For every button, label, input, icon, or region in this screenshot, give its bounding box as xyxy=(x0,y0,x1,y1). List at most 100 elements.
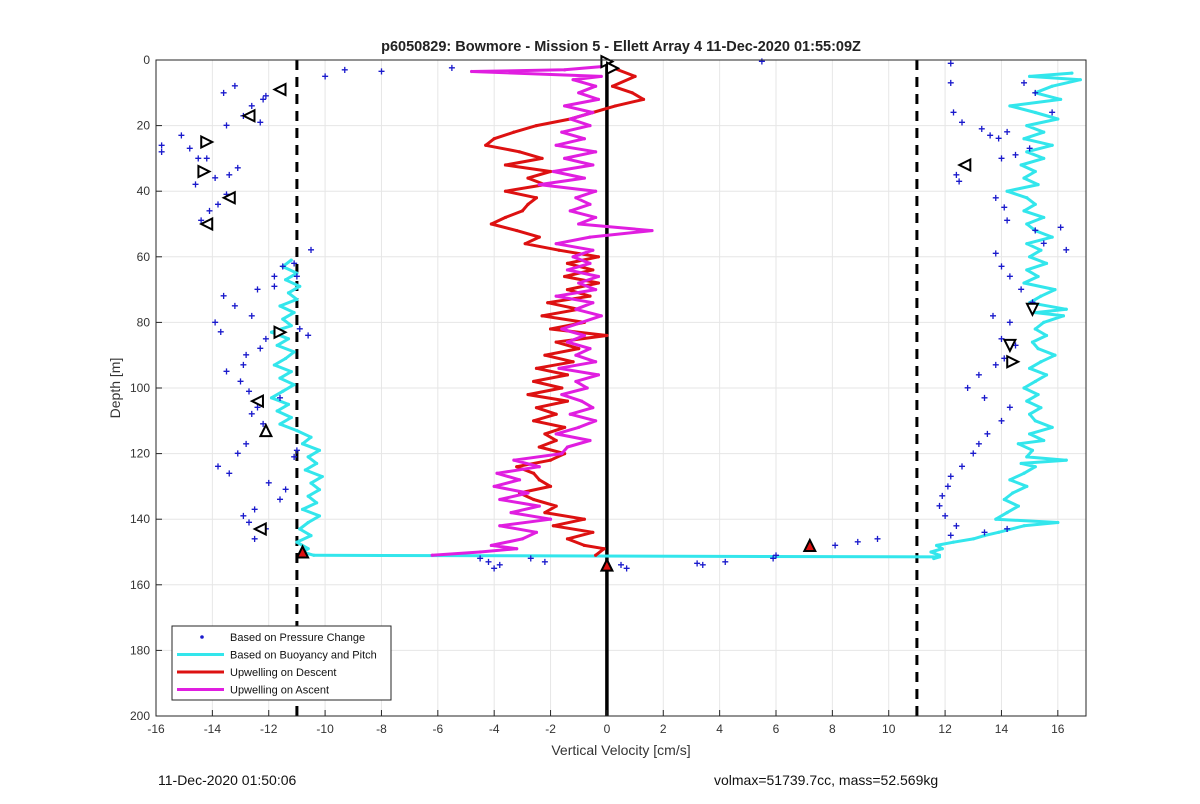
series-vertex xyxy=(565,445,570,449)
velocity-marker xyxy=(241,108,256,123)
series-vertex xyxy=(512,458,516,462)
series-vertex xyxy=(292,383,296,387)
series-vertex xyxy=(512,130,516,134)
series-vertex xyxy=(526,491,530,495)
pressure-point: + xyxy=(975,368,982,382)
series-vertex xyxy=(275,409,279,413)
pressure-point: + xyxy=(240,358,247,372)
series-vertex xyxy=(286,402,291,406)
series-vertex xyxy=(935,543,939,548)
series-vertex xyxy=(281,265,285,269)
series-vertex xyxy=(503,215,508,220)
series-vertex xyxy=(1002,497,1006,502)
pressure-point: + xyxy=(978,122,985,136)
series-vertex xyxy=(1022,176,1026,180)
series-vertex xyxy=(596,97,601,101)
pressure-point: + xyxy=(496,558,503,572)
series-vertex xyxy=(532,379,536,384)
series-vertex xyxy=(303,468,307,472)
series-vertex xyxy=(565,399,570,403)
series-vertex xyxy=(272,363,276,367)
pressure-point: + xyxy=(947,76,954,90)
series-vertex xyxy=(565,288,570,292)
series-vertex xyxy=(940,547,944,551)
series-vertex xyxy=(520,537,524,541)
pressure-point: + xyxy=(243,437,250,451)
series-vertex xyxy=(526,176,530,180)
pressure-point: + xyxy=(694,556,701,570)
pressure-point: + xyxy=(1026,142,1033,156)
series-vertex xyxy=(574,353,578,357)
series-vertex xyxy=(565,261,570,265)
y-tick-label: 60 xyxy=(137,250,151,264)
series-vertex xyxy=(298,284,302,288)
pressure-point: + xyxy=(378,64,385,78)
pressure-point: + xyxy=(1057,220,1064,234)
series-vertex xyxy=(588,261,592,265)
series-vertex xyxy=(1005,511,1009,515)
pressure-point: + xyxy=(1018,283,1025,297)
velocity-marker xyxy=(258,422,274,438)
series-vertex xyxy=(599,314,603,318)
series-vertex xyxy=(546,301,550,305)
velocity-marker xyxy=(1002,338,1018,354)
series-vertex xyxy=(554,294,558,298)
pressure-point: + xyxy=(947,56,954,70)
series-vertex xyxy=(534,406,539,410)
footer-volmax-mass: volmax=51739.7cc, mass=52.569kg xyxy=(714,772,939,788)
series-vertex xyxy=(289,370,293,374)
series-vertex xyxy=(563,156,567,160)
series-vertex xyxy=(1033,110,1037,115)
pressure-point: + xyxy=(1063,243,1070,257)
x-tick-label: -14 xyxy=(204,722,222,736)
velocity-marker xyxy=(197,164,212,179)
pressure-point: + xyxy=(276,493,283,507)
pressure-point: + xyxy=(964,381,971,395)
series-vertex xyxy=(582,176,586,180)
pressure-point: + xyxy=(958,115,965,129)
series-vertex xyxy=(591,248,595,252)
pressure-point: + xyxy=(254,283,261,297)
series-vertex xyxy=(1008,104,1012,108)
pressure-point: + xyxy=(254,401,261,415)
series-vertex xyxy=(594,150,598,154)
pressure-point: + xyxy=(699,558,706,572)
series-vertex xyxy=(1056,117,1060,121)
pressure-point: + xyxy=(260,417,267,431)
pressure-point: + xyxy=(257,342,264,356)
series-vertex xyxy=(594,215,598,220)
series-vertex xyxy=(571,360,575,364)
series-vertex xyxy=(1033,169,1037,174)
pressure-point: + xyxy=(958,460,965,474)
series-vertex xyxy=(610,84,615,88)
series-vertex xyxy=(1033,379,1037,384)
pressure-point: + xyxy=(291,450,298,464)
pressure-point: + xyxy=(262,89,269,103)
series-vertex xyxy=(278,376,282,380)
markers-layer xyxy=(197,54,1040,572)
x-tick-label: 10 xyxy=(882,722,896,736)
series-vertex xyxy=(1011,491,1015,495)
series-vertex xyxy=(596,281,601,285)
pressure-point: + xyxy=(953,168,960,182)
series-vertex xyxy=(537,235,541,239)
series-vertex xyxy=(286,337,291,341)
pressure-point: + xyxy=(257,115,264,129)
y-tick-label: 140 xyxy=(130,512,150,526)
footer-timestamp: 11-Dec-2020 01:50:06 xyxy=(158,772,297,788)
series-vertex xyxy=(1039,248,1043,252)
series-vertex xyxy=(1036,183,1040,187)
series-vertex xyxy=(929,550,933,554)
series-vertex xyxy=(520,209,524,213)
pressure-point: + xyxy=(212,315,219,329)
series-vertex xyxy=(295,429,299,433)
series-vertex xyxy=(1050,425,1054,429)
pressure-point: + xyxy=(1004,522,1011,536)
series-vertex xyxy=(289,415,293,420)
pressure-point: + xyxy=(234,161,241,175)
pressure-point: + xyxy=(1004,125,1011,139)
series-vertex xyxy=(498,497,502,502)
x-tick-label: -16 xyxy=(147,722,165,736)
x-tick-label: 6 xyxy=(773,722,780,736)
series-vertex xyxy=(1044,373,1049,377)
